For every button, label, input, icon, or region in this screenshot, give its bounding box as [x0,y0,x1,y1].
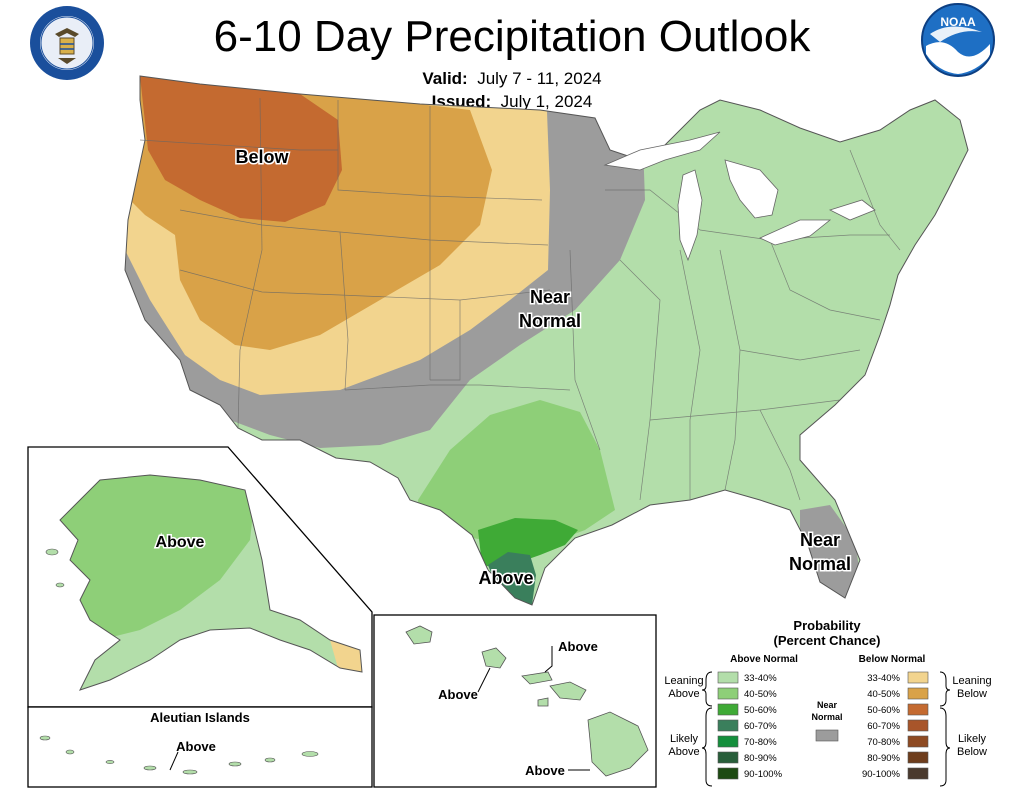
great-lakes [603,131,876,262]
legend-below-label-0: 33-40% [867,673,900,684]
legend-below-label-2: 50-60% [867,705,900,716]
legend-below-label-1: 40-50% [867,689,900,700]
conus-outline [124,75,969,606]
alaska-inset [27,446,373,788]
zone-above-60-70 [488,552,536,605]
doc-seal-icon [30,6,104,80]
legend-above-swatches: 33-40% 40-50% 50-60% 60-70% 70-80% 80-90% 90-1… [717,671,783,780]
legend-above-label-6: 90-100% [744,769,783,780]
issued-value: July 1, 2024 [500,92,593,111]
legend-above-swatch-3 [717,719,739,732]
legend-below-swatch-6 [907,767,929,780]
zone-below-50-60 [140,76,342,222]
legend-below-swatches: 33-40% 40-50% 50-60% 60-70% 70-80% 80-90% 90-1… [862,671,929,780]
legend-below-swatch-2 [907,703,929,716]
legend-likely-above-2: Above [668,746,699,758]
legend-above-swatch-5 [717,751,739,764]
legend-likely-below-2: Below [957,746,987,758]
label-above-hawaii-2: Above [438,687,478,702]
legend-below-label-6: 90-100% [862,769,901,780]
legend-above-header: Above Normal [730,654,798,665]
legend-below-swatch-3 [907,719,929,732]
state-lines [139,97,901,501]
legend-above-label-0: 33-40% [744,673,777,684]
legend-below-swatch-5 [907,751,929,764]
noaa-logo-icon: NOAA [921,3,995,77]
legend-below-swatch-0 [907,671,929,684]
page-title: 6-10 Day Precipitation Outlook [213,12,811,61]
legend-title-2: (Percent Chance) [774,633,881,648]
zone-near-normal-florida [800,505,860,600]
label-above-aleutian: Above [176,739,216,754]
label-above-hawaii-1: Above [558,639,598,654]
label-near-1: Near [530,287,570,307]
legend-above-swatch-2 [717,703,739,716]
legend-below-label-3: 60-70% [867,721,900,732]
legend-leaning-below-2: Below [957,688,987,700]
legend-above-swatch-0 [717,671,739,684]
legend-above-label-2: 50-60% [744,705,777,716]
legend: Probability (Percent Chance) Above Norma… [664,618,992,787]
noaa-logo-text: NOAA [940,15,976,29]
legend-near-2: Normal [811,712,842,722]
valid-label: Valid: [422,69,468,88]
label-near-fl-2: Normal [789,554,851,574]
zone-above-40-50 [418,400,615,545]
label-near-2: Normal [519,311,581,331]
legend-likely-below-1: Likely [958,733,987,745]
legend-above-label-3: 60-70% [744,721,777,732]
legend-leaning-below-1: Leaning [952,675,991,687]
legend-near-swatch [815,729,839,742]
legend-above-label-5: 80-90% [744,753,777,764]
legend-above-swatch-1 [717,687,739,700]
label-below: Below [235,147,289,167]
label-above-hawaii-3: Above [525,763,565,778]
legend-below-header: Below Normal [859,654,926,665]
hawaii-inset [373,614,657,788]
legend-title-1: Probability [793,618,861,633]
brace-likely-below [939,707,951,787]
legend-leaning-above-2: Above [668,688,699,700]
issued-line: Issued: July 1, 2024 [0,92,1024,112]
label-above-alaska: Above [156,534,205,551]
valid-line: Valid: July 7 - 11, 2024 [0,69,1024,89]
legend-below-swatch-4 [907,735,929,748]
brace-leaning-below [939,671,951,707]
legend-above-swatch-4 [717,735,739,748]
legend-below-label-4: 70-80% [867,737,900,748]
legend-below-label-5: 80-90% [867,753,900,764]
label-above-texas: Above [478,568,533,588]
legend-below-swatch-1 [907,687,929,700]
valid-value: July 7 - 11, 2024 [477,69,602,88]
conus-shading [125,76,968,605]
aleutian-title: Aleutian Islands [150,710,250,725]
legend-above-swatch-6 [717,767,739,780]
legend-leaning-above-1: Leaning [664,675,703,687]
label-near-fl-1: Near [800,530,840,550]
legend-above-label-1: 40-50% [744,689,777,700]
brace-likely-above [701,707,713,787]
legend-likely-above-1: Likely [670,733,699,745]
brace-leaning-above [701,671,713,707]
map-labels: Below Near Normal Above Near Normal Abov… [150,146,852,779]
legend-near-1: Near [817,700,838,710]
legend-above-label-4: 70-80% [744,737,777,748]
